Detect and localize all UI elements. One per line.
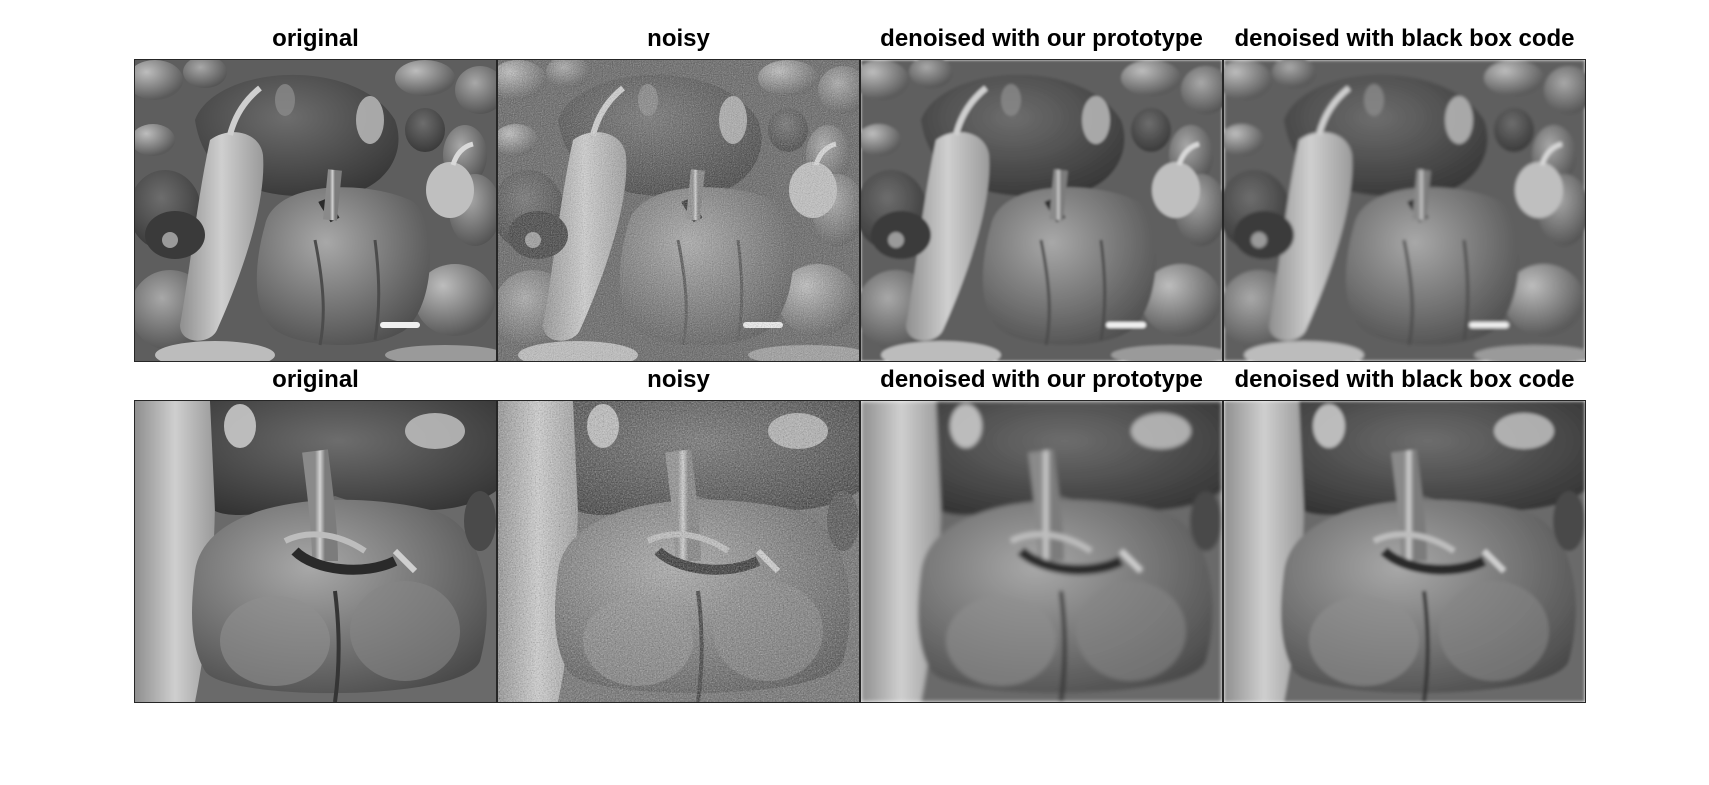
image-blackbox-full [1223, 59, 1586, 362]
peppers-zoom-image [498, 401, 859, 702]
peppers-image [1224, 60, 1585, 361]
panel-title: noisy [647, 25, 710, 52]
peppers-image [498, 60, 859, 361]
image-original-full [134, 59, 497, 362]
image-original-zoom [134, 400, 497, 703]
image-blackbox-zoom [1223, 400, 1586, 703]
peppers-zoom-image [135, 401, 496, 702]
image-noisy-full [497, 59, 860, 362]
peppers-image [861, 60, 1222, 361]
image-prototype-full [860, 59, 1223, 362]
panel-title: original [272, 25, 359, 52]
panel-title: denoised with black box code [1234, 366, 1575, 393]
panel-title: denoised with black box code [1234, 25, 1575, 52]
image-prototype-zoom [860, 400, 1223, 703]
peppers-zoom-image [861, 401, 1222, 702]
panel-title: original [272, 366, 359, 393]
peppers-zoom-image [1224, 401, 1585, 702]
peppers-image [135, 60, 496, 361]
panel-title: noisy [647, 366, 710, 393]
image-noisy-zoom [497, 400, 860, 703]
panel-title: denoised with our prototype [880, 25, 1203, 52]
panel-title: denoised with our prototype [880, 366, 1203, 393]
